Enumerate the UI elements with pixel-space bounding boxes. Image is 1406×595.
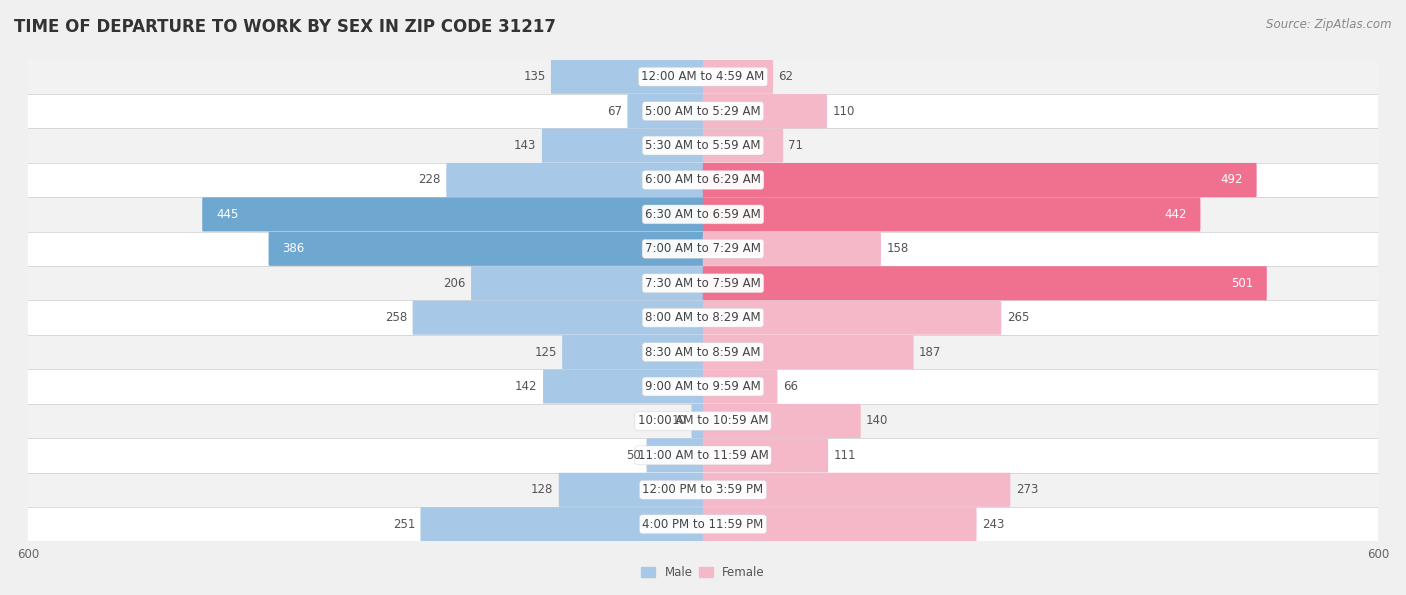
FancyBboxPatch shape: [420, 507, 703, 541]
Text: 492: 492: [1220, 174, 1243, 186]
Text: 243: 243: [981, 518, 1004, 531]
Text: 5:30 AM to 5:59 AM: 5:30 AM to 5:59 AM: [645, 139, 761, 152]
Text: 7:00 AM to 7:29 AM: 7:00 AM to 7:29 AM: [645, 242, 761, 255]
FancyBboxPatch shape: [412, 300, 703, 335]
FancyBboxPatch shape: [703, 129, 783, 162]
FancyBboxPatch shape: [703, 439, 828, 472]
FancyBboxPatch shape: [446, 163, 703, 197]
Text: 6:00 AM to 6:29 AM: 6:00 AM to 6:29 AM: [645, 174, 761, 186]
FancyBboxPatch shape: [703, 198, 1201, 231]
Text: 12:00 PM to 3:59 PM: 12:00 PM to 3:59 PM: [643, 483, 763, 496]
FancyBboxPatch shape: [562, 335, 703, 369]
Bar: [28, 266, 1378, 300]
Text: 6:30 AM to 6:59 AM: 6:30 AM to 6:59 AM: [645, 208, 761, 221]
FancyBboxPatch shape: [471, 266, 703, 300]
Text: 71: 71: [789, 139, 803, 152]
FancyBboxPatch shape: [703, 60, 773, 94]
Text: 251: 251: [392, 518, 415, 531]
Bar: [28, 94, 1378, 129]
FancyBboxPatch shape: [703, 163, 1257, 197]
Text: 4:00 PM to 11:59 PM: 4:00 PM to 11:59 PM: [643, 518, 763, 531]
Text: 386: 386: [283, 242, 305, 255]
FancyBboxPatch shape: [692, 404, 703, 438]
FancyBboxPatch shape: [703, 404, 860, 438]
Text: 10:00 AM to 10:59 AM: 10:00 AM to 10:59 AM: [638, 415, 768, 427]
Text: 125: 125: [534, 346, 557, 359]
FancyBboxPatch shape: [703, 94, 827, 128]
FancyBboxPatch shape: [703, 369, 778, 403]
Bar: [28, 404, 1378, 438]
Text: 66: 66: [783, 380, 797, 393]
Text: TIME OF DEPARTURE TO WORK BY SEX IN ZIP CODE 31217: TIME OF DEPARTURE TO WORK BY SEX IN ZIP …: [14, 18, 555, 36]
Bar: [28, 231, 1378, 266]
Bar: [28, 507, 1378, 541]
Bar: [28, 335, 1378, 369]
FancyBboxPatch shape: [202, 198, 703, 231]
Text: 187: 187: [920, 346, 942, 359]
Text: 206: 206: [443, 277, 465, 290]
Bar: [28, 300, 1378, 335]
FancyBboxPatch shape: [703, 232, 882, 266]
Text: 8:30 AM to 8:59 AM: 8:30 AM to 8:59 AM: [645, 346, 761, 359]
Text: 110: 110: [832, 105, 855, 118]
Bar: [28, 60, 1378, 94]
Text: 158: 158: [886, 242, 908, 255]
Text: 140: 140: [866, 415, 889, 427]
Text: 8:00 AM to 8:29 AM: 8:00 AM to 8:29 AM: [645, 311, 761, 324]
Text: 5:00 AM to 5:29 AM: 5:00 AM to 5:29 AM: [645, 105, 761, 118]
Text: 265: 265: [1007, 311, 1029, 324]
Text: 9:00 AM to 9:59 AM: 9:00 AM to 9:59 AM: [645, 380, 761, 393]
Legend: Male, Female: Male, Female: [641, 566, 765, 579]
Text: 11:00 AM to 11:59 AM: 11:00 AM to 11:59 AM: [638, 449, 768, 462]
Text: 67: 67: [607, 105, 621, 118]
Text: 273: 273: [1015, 483, 1038, 496]
FancyBboxPatch shape: [543, 369, 703, 403]
FancyBboxPatch shape: [269, 232, 703, 266]
Bar: [28, 197, 1378, 231]
Text: 258: 258: [385, 311, 408, 324]
FancyBboxPatch shape: [541, 129, 703, 162]
Bar: [28, 472, 1378, 507]
Text: 445: 445: [217, 208, 239, 221]
FancyBboxPatch shape: [627, 94, 703, 128]
Text: 12:00 AM to 4:59 AM: 12:00 AM to 4:59 AM: [641, 70, 765, 83]
Text: 228: 228: [419, 174, 441, 186]
Text: 7:30 AM to 7:59 AM: 7:30 AM to 7:59 AM: [645, 277, 761, 290]
FancyBboxPatch shape: [703, 507, 977, 541]
Text: 10: 10: [671, 415, 686, 427]
FancyBboxPatch shape: [703, 266, 1267, 300]
FancyBboxPatch shape: [551, 60, 703, 94]
Bar: [28, 129, 1378, 163]
Text: 111: 111: [834, 449, 856, 462]
FancyBboxPatch shape: [703, 335, 914, 369]
Text: 142: 142: [515, 380, 537, 393]
FancyBboxPatch shape: [558, 473, 703, 507]
Bar: [28, 163, 1378, 197]
Bar: [28, 369, 1378, 404]
Text: Source: ZipAtlas.com: Source: ZipAtlas.com: [1267, 18, 1392, 31]
Text: 442: 442: [1164, 208, 1187, 221]
Text: 135: 135: [523, 70, 546, 83]
Text: 62: 62: [779, 70, 793, 83]
Text: 143: 143: [515, 139, 537, 152]
Bar: [28, 438, 1378, 472]
FancyBboxPatch shape: [703, 473, 1011, 507]
Text: 501: 501: [1230, 277, 1253, 290]
FancyBboxPatch shape: [647, 439, 703, 472]
Text: 50: 50: [627, 449, 641, 462]
Text: 128: 128: [531, 483, 554, 496]
FancyBboxPatch shape: [703, 300, 1001, 335]
